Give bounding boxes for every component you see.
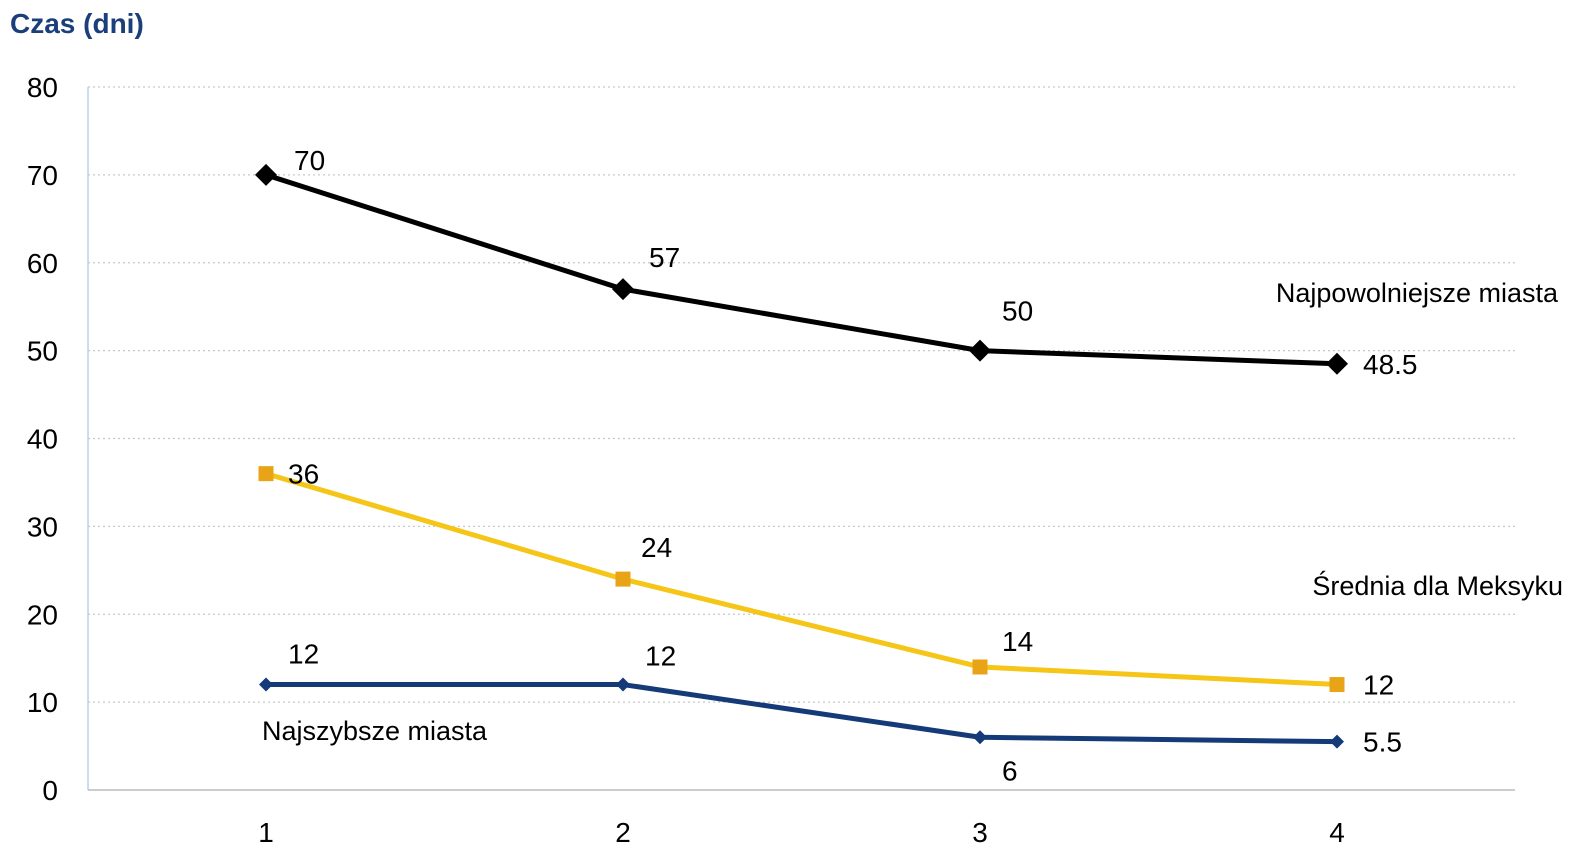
data-point: [1330, 734, 1344, 749]
series-name-label: Najpowolniejsze miasta: [1276, 278, 1559, 308]
series-line: [265, 471, 1338, 688]
data-label: 50: [1002, 296, 1033, 327]
data-label: 12: [1363, 670, 1394, 701]
data-label: 36: [288, 459, 319, 490]
y-tick-label: 50: [27, 336, 58, 367]
x-tick-label: 3: [972, 817, 988, 848]
y-tick-label: 80: [27, 72, 58, 103]
data-point: [616, 677, 630, 692]
series-line: [266, 682, 1338, 745]
data-label: 57: [649, 242, 680, 273]
data-point: [969, 339, 991, 362]
data-label: 70: [294, 145, 325, 176]
data-point: [259, 677, 273, 692]
data-point: [258, 466, 274, 482]
y-tick-label: 10: [27, 687, 58, 718]
data-label: 24: [641, 532, 672, 563]
series-name-label: Średnia dla Meksyku: [1312, 569, 1563, 601]
y-tick-label: 20: [27, 599, 58, 630]
data-label: 6: [1002, 755, 1018, 786]
data-label: 5.5: [1363, 727, 1402, 758]
data-point: [972, 659, 988, 675]
y-tick-label: 30: [27, 511, 58, 542]
y-tick-label: 0: [42, 775, 58, 806]
data-label: 48.5: [1363, 349, 1418, 380]
x-tick-label: 2: [615, 817, 631, 848]
data-point: [612, 278, 634, 301]
y-tick-label: 60: [27, 248, 58, 279]
y-tick-label: 40: [27, 424, 58, 455]
series-name-label: Najszybsze miasta: [262, 716, 488, 746]
data-point: [1326, 352, 1348, 375]
data-point: [255, 163, 277, 186]
x-tick-label: 4: [1329, 817, 1345, 848]
data-label: 14: [1002, 626, 1033, 657]
data-point: [615, 571, 631, 587]
data-point: [973, 730, 987, 745]
x-tick-label: 1: [258, 817, 274, 848]
series-line: [265, 172, 1338, 367]
y-axis-title: Czas (dni): [10, 8, 144, 39]
data-label: 12: [288, 639, 319, 670]
data-point: [1329, 677, 1345, 693]
y-tick-label: 70: [27, 160, 58, 191]
data-label: 12: [645, 641, 676, 672]
